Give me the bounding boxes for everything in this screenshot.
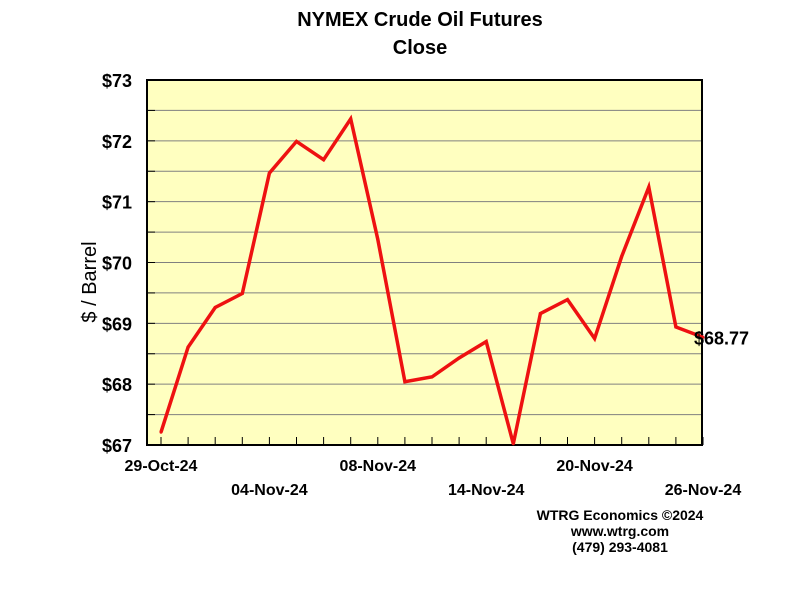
x-tick-label: 04-Nov-24: [231, 482, 308, 499]
credits-company: WTRG Economics ©2024: [536, 507, 704, 523]
data-point: [538, 312, 542, 316]
y-tick-label: $70: [102, 254, 132, 274]
x-tick-label: 08-Nov-24: [340, 458, 417, 475]
data-point: [376, 237, 380, 241]
data-point: [240, 292, 244, 296]
last-value-label: $68.77: [694, 328, 749, 348]
data-point: [701, 335, 705, 339]
data-point: [430, 375, 434, 379]
data-point: [674, 325, 678, 329]
data-point: [349, 117, 353, 121]
y-tick-label: $69: [102, 314, 132, 334]
y-tick-label: $68: [102, 375, 132, 395]
credits-website: www.wtrg.com: [570, 523, 670, 539]
data-point: [403, 380, 407, 384]
plot-frame: [146, 79, 703, 446]
data-point: [295, 139, 298, 143]
y-tick-label: $72: [102, 132, 132, 152]
credits-phone: (479) 293-4081: [572, 539, 668, 555]
y-tick-label: $73: [102, 71, 132, 91]
axes: [146, 79, 704, 446]
data-point: [186, 345, 190, 349]
data-point: [457, 356, 461, 360]
data-point: [620, 254, 624, 258]
credits-block: WTRG Economics ©2024 www.wtrg.com (479) …: [520, 507, 720, 555]
x-tick-label: 14-Nov-24: [448, 482, 525, 499]
tick-labels: $67 $68 $69 $70 $71 $72 $73 29-Oct-24 04-Nov-24 0…: [102, 71, 749, 499]
series-line-layer: [159, 114, 705, 446]
data-point: [593, 337, 597, 341]
data-point: [322, 158, 326, 162]
data-point: [213, 306, 217, 310]
x-tick-label: 20-Nov-24: [556, 458, 633, 475]
chart-subtitle: Close: [392, 37, 448, 59]
chart-title-main: NYMEX Crude Oil Futures: [297, 9, 543, 31]
y-tick-label: $67: [102, 436, 132, 456]
data-point: [566, 298, 569, 302]
data-point: [159, 430, 163, 434]
x-tick-label: 29-Oct-24: [125, 458, 198, 475]
chart-title: NYMEX Crude Oil Futures Close: [0, 6, 800, 62]
data-point: [267, 171, 271, 175]
x-tick-label: 26-Nov-24: [665, 482, 742, 499]
data-point: [647, 185, 651, 189]
y-tick-label: $71: [102, 193, 132, 213]
y-axis-label: $ / Barrel: [79, 241, 101, 322]
data-point: [511, 442, 515, 446]
data-point: [484, 340, 488, 344]
